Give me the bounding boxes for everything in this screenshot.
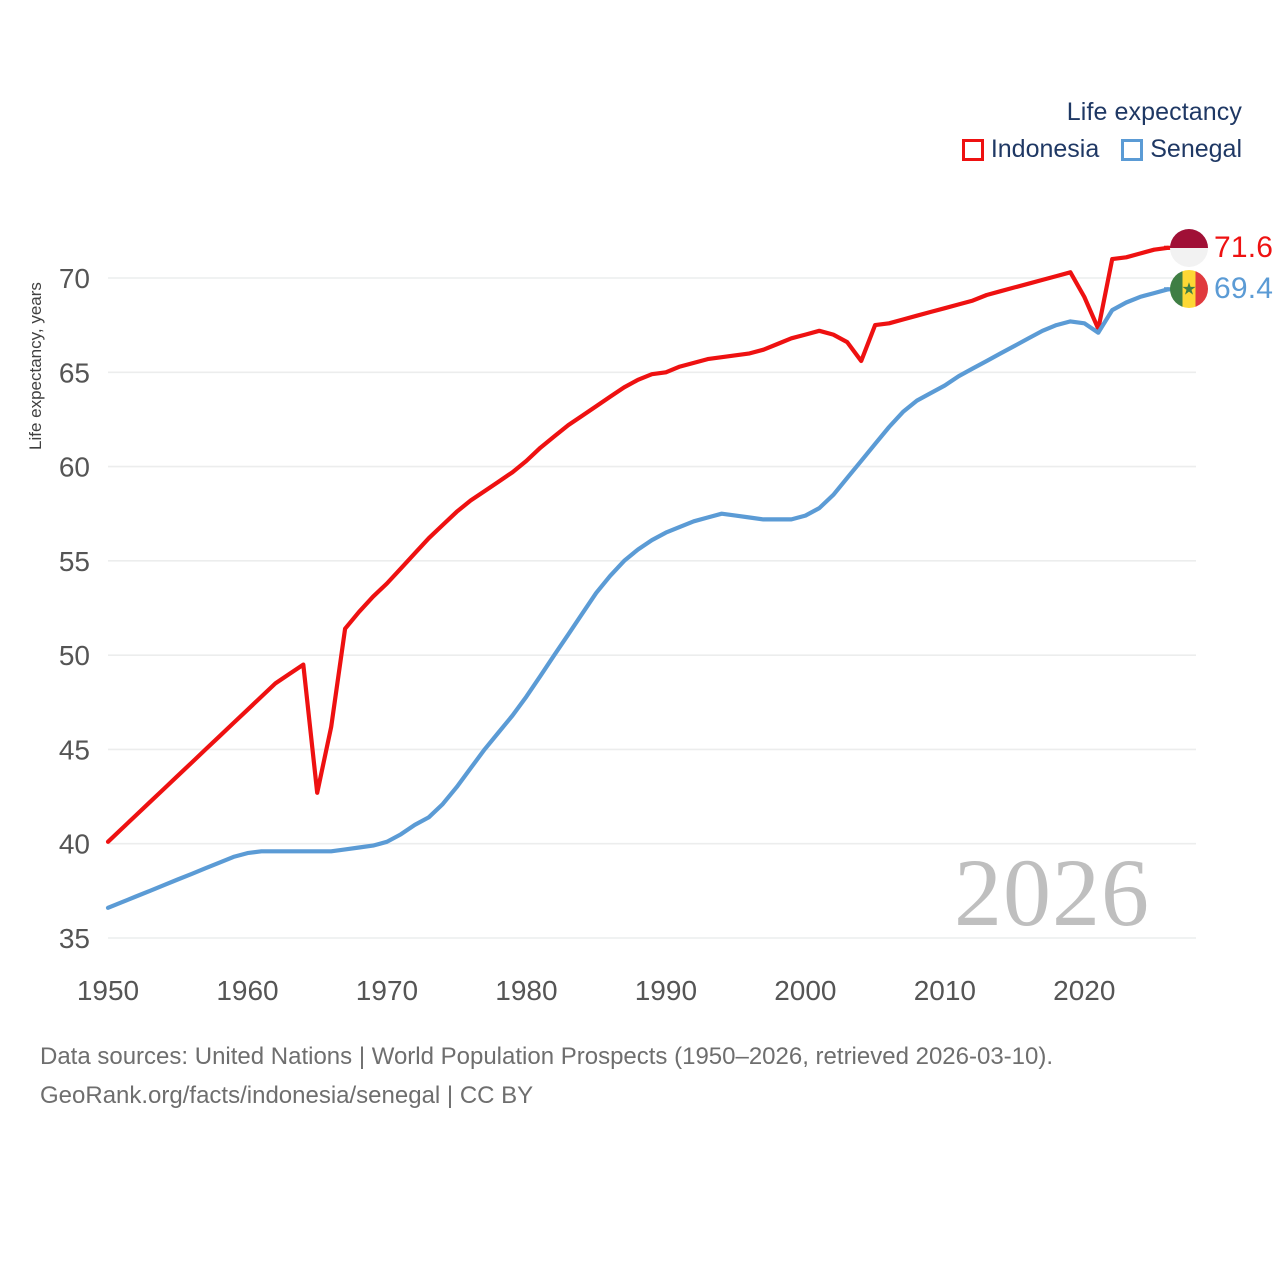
indonesia-flag-icon [1170, 228, 1208, 267]
legend-swatch-indonesia [961, 138, 984, 161]
footer-attribution: Data sources: United Nations | World Pop… [40, 1038, 1053, 1116]
footer-line-1: Data sources: United Nations | World Pop… [40, 1043, 1054, 1070]
y-tick-label: 50 [59, 640, 90, 671]
x-tick-label: 2000 [774, 975, 836, 1006]
end-label-indonesia: 71.6 [1170, 228, 1274, 267]
legend-title: Life expectancy [1066, 98, 1242, 126]
end-value-senegal: 69.4 [1214, 272, 1274, 306]
x-tick-label: 1960 [216, 975, 278, 1006]
plot-area: 35 40 45 50 55 60 65 70 1950 1960 1970 1980 1990 200… [59, 245, 1196, 1006]
year-watermark: 2026 [954, 839, 1150, 946]
legend-label-senegal: Senegal [1150, 135, 1242, 163]
x-tick-label: 1980 [495, 975, 557, 1006]
y-tick-label: 35 [59, 923, 90, 954]
x-tick-label: 1970 [356, 975, 418, 1006]
end-value-indonesia: 71.6 [1214, 230, 1274, 264]
chart-legend: Life expectancy Indonesia Senegal [961, 98, 1242, 164]
legend-item-indonesia[interactable]: Indonesia [961, 135, 1100, 164]
x-tick-label: 1990 [635, 975, 697, 1006]
footer-line-2: GeoRank.org/facts/indonesia/senegal | CC… [40, 1081, 534, 1109]
y-tick-label: 70 [59, 263, 90, 294]
x-tick-label: 2020 [1053, 975, 1115, 1006]
x-tick-label: 2010 [914, 975, 976, 1006]
x-tick-label: 1950 [77, 975, 139, 1006]
y-axis-ticks: 35 40 45 50 55 60 65 70 [59, 263, 90, 954]
x-axis-ticks: 1950 1960 1970 1980 1990 2000 2010 2020 [77, 975, 1116, 1006]
series-line-senegal[interactable] [105, 287, 1171, 910]
series-lines [105, 245, 1171, 910]
y-tick-label: 40 [59, 829, 90, 860]
end-label-senegal: ★ 69.4 [1170, 270, 1274, 309]
y-tick-label: 65 [59, 357, 90, 388]
legend-swatch-senegal [1121, 138, 1144, 161]
legend-item-senegal[interactable]: Senegal [1121, 135, 1242, 164]
y-tick-label: 60 [59, 452, 90, 483]
series-line-indonesia[interactable] [105, 245, 1171, 844]
senegal-flag-icon: ★ [1170, 270, 1208, 309]
y-tick-label: 45 [59, 734, 90, 765]
legend-items: Indonesia Senegal [961, 135, 1242, 164]
y-tick-label: 55 [59, 546, 90, 577]
legend-label-indonesia: Indonesia [990, 135, 1100, 163]
